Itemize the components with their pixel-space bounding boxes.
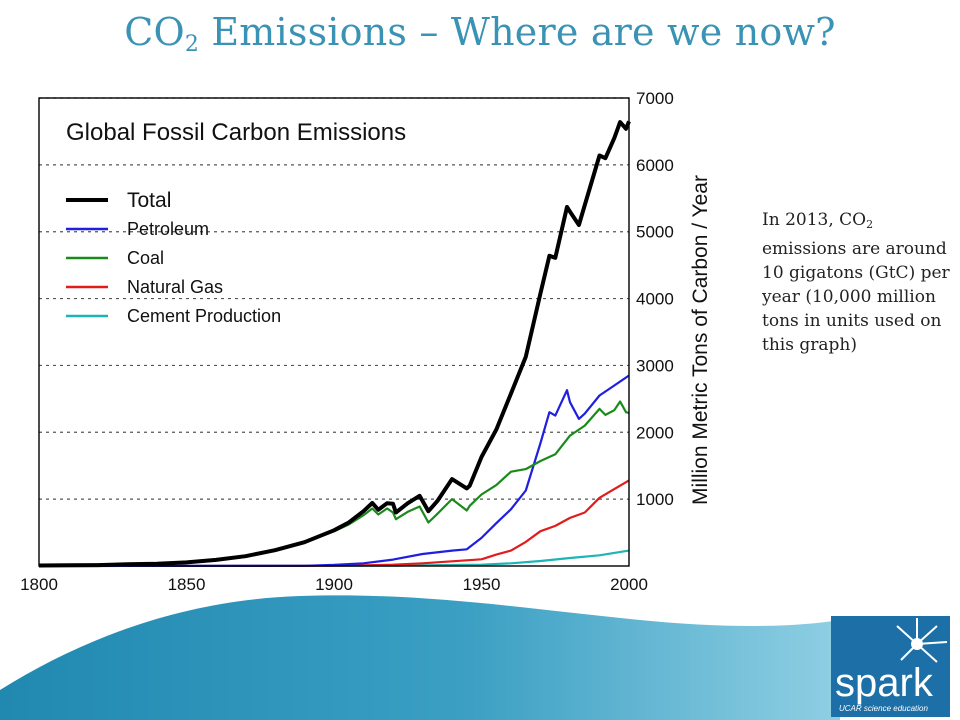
y-axis-label: Million Metric Tons of Carbon / Year bbox=[689, 175, 712, 505]
y-tick-label: 6000 bbox=[636, 156, 674, 175]
series-line-petroleum bbox=[38, 374, 630, 568]
x-tick-label: 1850 bbox=[168, 575, 206, 594]
logo-wordmark: spark bbox=[835, 661, 934, 705]
y-tick-label: 4000 bbox=[636, 290, 674, 309]
legend-label-cement-production: Cement Production bbox=[127, 306, 281, 326]
logo-tagline: UCAR science education bbox=[839, 704, 928, 713]
series-line-total bbox=[38, 120, 631, 568]
slide-title: CO2 Emissions – Where are we now? bbox=[0, 10, 960, 57]
series-line-coal bbox=[38, 400, 630, 567]
x-tick-label: 1950 bbox=[463, 575, 501, 594]
x-tick-label: 1900 bbox=[315, 575, 353, 594]
y-tick-label: 1000 bbox=[636, 490, 674, 509]
starburst-icon bbox=[896, 618, 948, 663]
legend-label-coal: Coal bbox=[127, 248, 164, 268]
y-tick-label: 3000 bbox=[636, 356, 674, 375]
legend-label-petroleum: Petroleum bbox=[127, 219, 209, 239]
title-subscript: 2 bbox=[184, 32, 200, 57]
y-tick-label: 5000 bbox=[636, 223, 674, 242]
note-subscript: 2 bbox=[866, 218, 874, 231]
title-text-rest: Emissions – Where are we now? bbox=[199, 10, 836, 54]
legend-label-total: Total bbox=[127, 189, 171, 212]
spark-logo: spark UCAR science education bbox=[831, 616, 950, 717]
chart-title: Global Fossil Carbon Emissions bbox=[66, 119, 406, 146]
y-tick-label: 7000 bbox=[636, 89, 674, 108]
legend-label-natural-gas: Natural Gas bbox=[127, 277, 223, 297]
annotation-note: In 2013, CO2 emissions are around 10 gig… bbox=[762, 208, 952, 357]
emissions-chart: 1800 1850 1900 1950 2000 1000 2000 3000 4000 5000… bbox=[20, 89, 712, 594]
x-tick-label: 1800 bbox=[20, 575, 58, 594]
x-tick-label: 2000 bbox=[610, 575, 648, 594]
decorative-wave bbox=[0, 595, 840, 720]
series-line-natural-gas bbox=[38, 479, 630, 568]
note-text: In 2013, CO bbox=[762, 210, 867, 230]
plot-frame bbox=[38, 97, 630, 567]
note-text-rest: emissions are around 10 gigatons (GtC) p… bbox=[762, 239, 950, 355]
y-tick-label: 2000 bbox=[636, 423, 674, 442]
wave-shape bbox=[0, 595, 840, 720]
title-text: CO bbox=[124, 10, 185, 54]
